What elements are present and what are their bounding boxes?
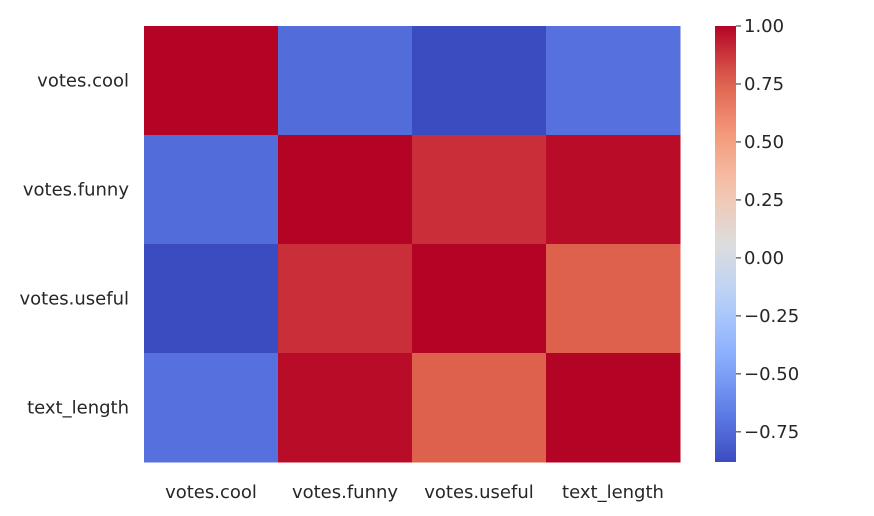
colorbar-tick-label: −0.25 (744, 306, 799, 327)
colorbar-tick-label: 0.75 (744, 74, 784, 95)
heatmap-cell-text-length-votes-funny (278, 353, 413, 463)
colorbar-tick-label: −0.50 (744, 364, 799, 385)
colorbar-gradient (715, 26, 736, 462)
y-tick-label-text-length: text_length (27, 398, 129, 419)
heatmap-cell-votes-useful-text-length (546, 244, 681, 354)
y-tick-label-votes-cool: votes.cool (37, 71, 129, 92)
heatmap-cell-votes-funny-votes-useful (412, 135, 547, 245)
colorbar-tick-label: 0.50 (744, 132, 784, 153)
heatmap-cell-text-length-votes-useful (412, 353, 547, 463)
colorbar: 1.00 0.75 0.50 0.25 0.00 −0.25 −0.50 −0.75 (715, 16, 799, 462)
heatmap-cell-votes-useful-votes-useful (412, 244, 547, 354)
y-tick-label-votes-funny: votes.funny (23, 180, 129, 201)
heatmap-cell-votes-useful-votes-cool (144, 244, 279, 354)
heatmap-cell-text-length-votes-cool (144, 353, 279, 463)
colorbar-tick-label: 0.00 (744, 248, 784, 269)
y-tick-label-votes-useful: votes.useful (19, 289, 129, 310)
heatmap-cell-text-length-text-length (546, 353, 681, 463)
heatmap-cell-votes-useful-votes-funny (278, 244, 413, 354)
heatmap-cells (144, 26, 681, 463)
colorbar-tick-label: −0.75 (744, 422, 799, 443)
heatmap-cell-votes-funny-text-length (546, 135, 681, 245)
heatmap-cell-votes-cool-text-length (546, 26, 681, 136)
x-tick-label-votes-cool: votes.cool (165, 482, 257, 503)
y-axis-tick-labels: votes.cool votes.funny votes.useful text_le… (19, 71, 129, 419)
x-tick-label-text-length: text_length (562, 482, 664, 503)
heatmap-cell-votes-funny-votes-cool (144, 135, 279, 245)
x-axis-tick-labels: votes.cool votes.funny votes.useful text_le… (165, 482, 664, 503)
x-tick-label-votes-useful: votes.useful (424, 482, 534, 503)
colorbar-tick-label: 0.25 (744, 190, 784, 211)
heatmap-cell-votes-cool-votes-cool (144, 26, 279, 136)
colorbar-tick-label: 1.00 (744, 16, 784, 37)
heatmap-cell-votes-cool-votes-funny (278, 26, 413, 136)
heatmap-cell-votes-cool-votes-useful (412, 26, 547, 136)
x-tick-label-votes-funny: votes.funny (292, 482, 398, 503)
heatmap-cell-votes-funny-votes-funny (278, 135, 413, 245)
